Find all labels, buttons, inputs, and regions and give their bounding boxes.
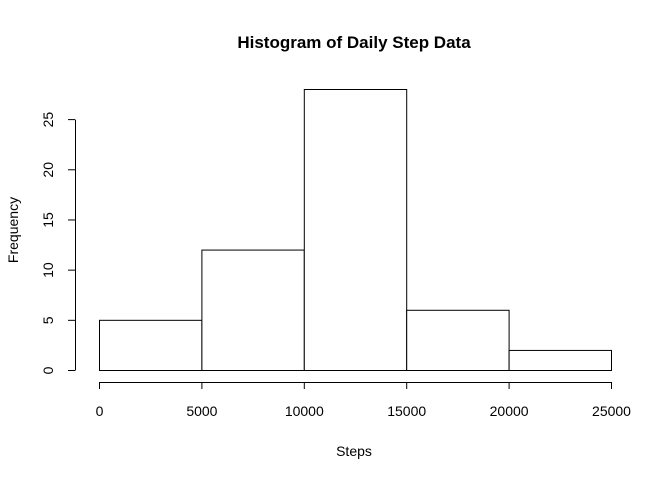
x-tick-label: 0 [96,403,104,419]
x-tick-label: 10000 [285,403,324,419]
y-tick-label: 15 [40,212,56,228]
x-axis: 0 5000 10000 15000 20000 25000 [96,382,631,419]
y-tick-label: 25 [40,112,56,128]
y-tick-label: 5 [40,316,56,324]
y-axis-label: Frequency [5,197,21,263]
y-axis: 0 5 10 15 20 25 [40,112,76,374]
histogram-bar-3 [406,309,510,371]
histogram-bar-4 [508,349,613,371]
x-tick-label: 25000 [592,403,631,419]
bars-group [99,89,613,372]
histogram-bar-2 [303,89,408,371]
y-tick-label: 10 [40,262,56,278]
x-tick-label: 20000 [490,403,529,419]
histogram-bar-0 [99,319,203,372]
x-tick-label: 15000 [387,403,426,419]
histogram-bar-1 [201,249,305,371]
y-tick-label: 20 [40,162,56,178]
x-axis-label: Steps [336,443,372,459]
chart-title: Histogram of Daily Step Data [237,33,471,52]
x-tick-label: 5000 [186,403,217,419]
y-tick-label: 0 [40,366,56,374]
